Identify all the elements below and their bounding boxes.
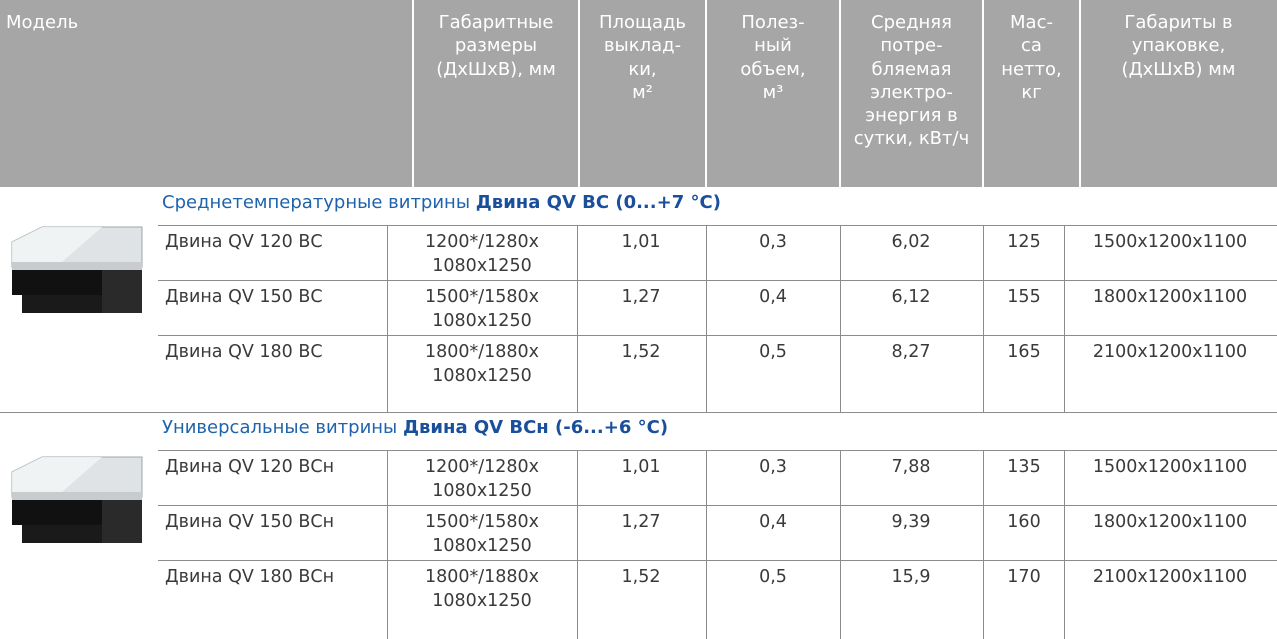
cell-line: 1080x1250 [382,309,582,333]
header-text: нетто, [983,58,1080,81]
table-cell: Двина QV 150 ВС [165,285,323,309]
table-cell: 1800x1200x1100 [1070,285,1270,309]
header-text: Габариты в [1080,11,1277,34]
header-text: Средняя [840,11,983,34]
row-divider [158,450,1277,451]
section-title: Среднетемпературные витрины Двина QV ВС … [162,191,721,215]
cell-line: 1080x1250 [382,364,582,388]
table-cell: 1500x1200x1100 [1070,230,1270,254]
section-title-bold: Двина QV ВСн (-6...+6 °C) [403,417,668,438]
header-text: Модель [6,11,413,34]
table-cell: 1500x1200x1100 [1070,455,1270,479]
header-text: Полез- [706,11,840,34]
cell-line: 1080x1250 [382,479,582,503]
cell-line: 1080x1250 [382,254,582,278]
table-cell: Двина QV 120 ВСн [165,455,334,479]
cell-line: 1080x1250 [382,589,582,613]
header-text: (ДхШхВ) мм [1080,58,1277,81]
table-cell: 2100x1200x1100 [1070,565,1270,589]
header-text: са [983,34,1080,57]
row-divider [158,335,1277,336]
section-title: Универсальные витрины Двина QV ВСн (-6..… [162,416,668,440]
table-cell: Двина QV 120 ВС [165,230,323,254]
table-cell: 1800x1200x1100 [1070,510,1270,534]
header-divider [839,0,841,187]
header-cell: Полез-ныйобъем,м³ [706,11,840,104]
header-text: сутки, кВт/ч [840,127,983,150]
table-cell: Двина QV 180 ВСн [165,565,334,589]
cell-line: 1080x1250 [382,534,582,558]
section-divider [0,412,1277,413]
section-title-text: Среднетемпературные витрины [162,192,476,213]
header-text: выклад- [579,34,706,57]
header-divider [1079,0,1081,187]
table-cell: Двина QV 150 ВСн [165,510,334,534]
header-text: размеры [413,34,579,57]
header-text: энергия в [840,104,983,127]
header-divider [982,0,984,187]
header-text: Площадь [579,11,706,34]
page: {"table":{ "header":[ ["Модель"], ["Габа… [0,0,1277,639]
header-text: Мас- [983,11,1080,34]
header-text: (ДхШхВ), мм [413,58,579,81]
header-text: бляемая [840,58,983,81]
row-divider [158,560,1277,561]
header-text: кг [983,81,1080,104]
header-text: Габаритные [413,11,579,34]
header-text: м² [579,81,706,104]
header-text: потре- [840,34,983,57]
header-text: объем, [706,58,840,81]
header-divider [412,0,414,187]
table-cell: Двина QV 180 ВС [165,340,323,364]
header-text: электро- [840,81,983,104]
table-cell: 2100x1200x1100 [1070,340,1270,364]
row-divider [158,225,1277,226]
header-text: ный [706,34,840,57]
product-image [2,222,157,317]
section-title-text: Универсальные витрины [162,417,403,438]
defs [0,0,1,1]
product-image [2,452,157,547]
header-text: м³ [706,81,840,104]
header-cell: Модель [6,11,413,34]
row-divider [158,280,1277,281]
row-divider [158,505,1277,506]
header-divider [705,0,707,187]
section-title-bold: Двина QV ВС (0...+7 °C) [476,192,721,213]
header-cell: Площадьвыклад-ки,м² [579,11,706,104]
header-text: ки, [579,58,706,81]
header-divider [578,0,580,187]
header-text: упаковке, [1080,34,1277,57]
